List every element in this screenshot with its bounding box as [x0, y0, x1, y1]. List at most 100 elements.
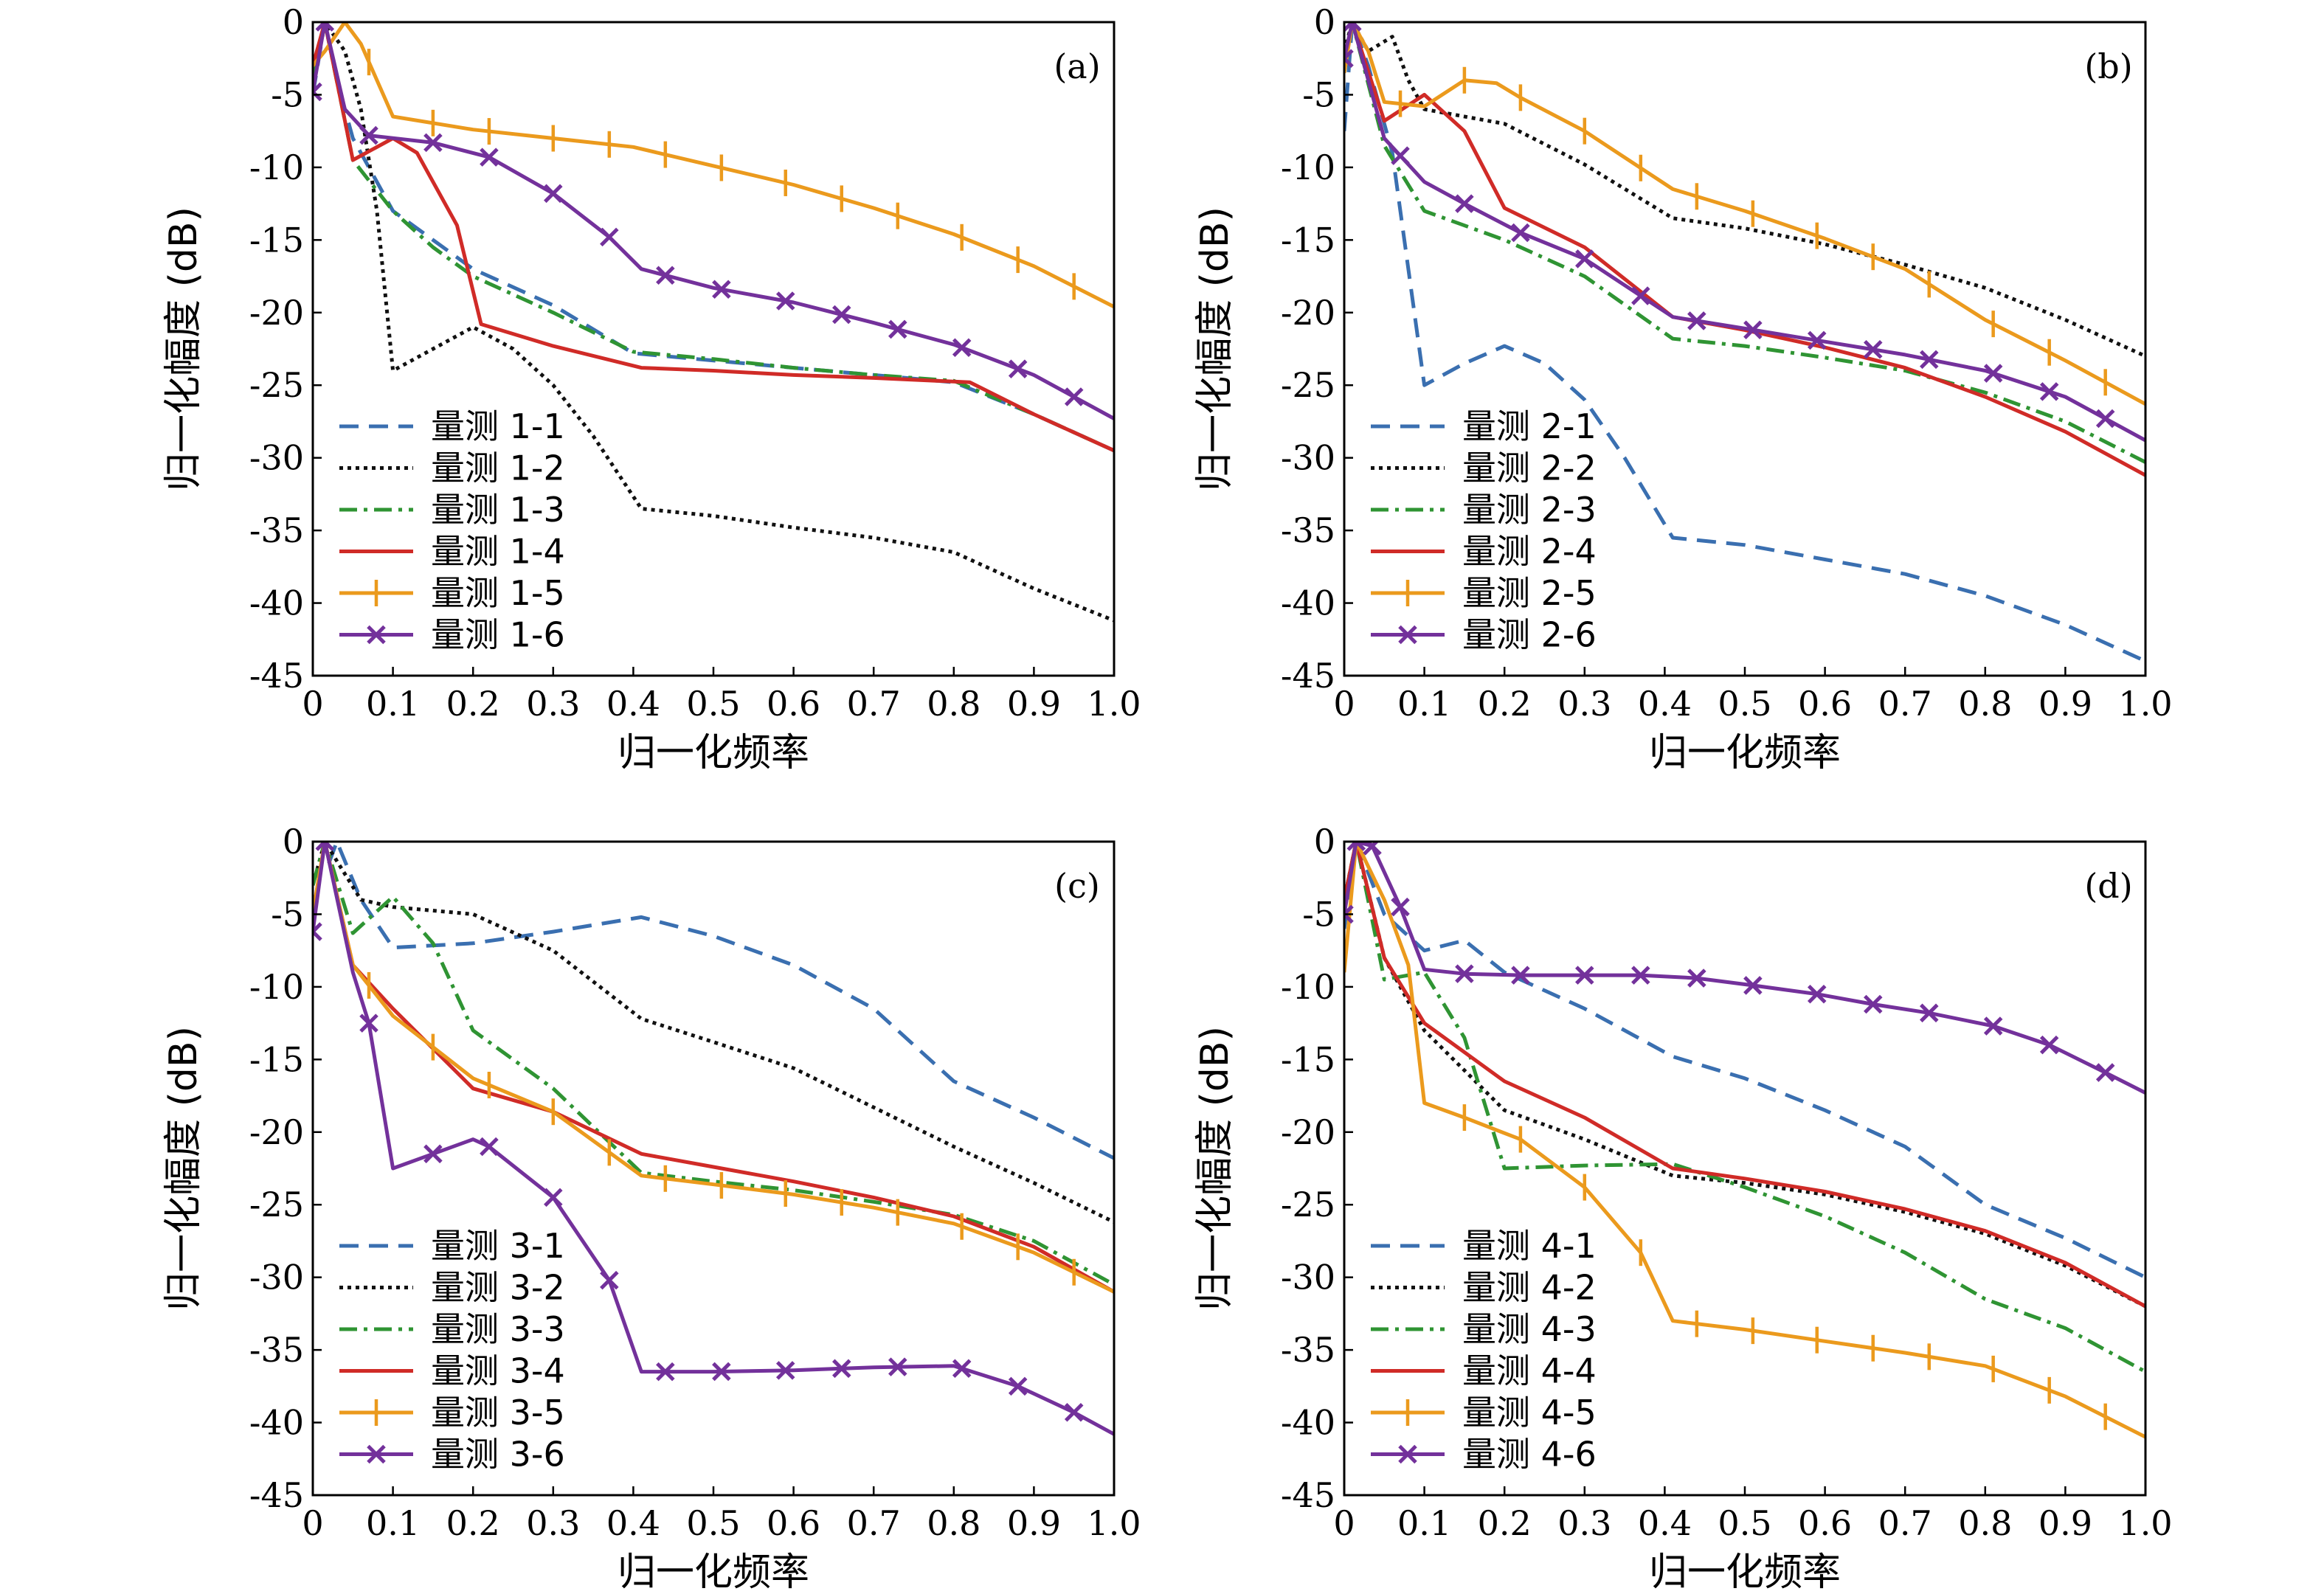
marker-stroke	[544, 1188, 563, 1207]
marker-stroke	[1363, 842, 1380, 856]
x-tick-label: 1.0	[2118, 684, 2172, 724]
marker-x-6-6	[544, 1188, 563, 1207]
legend-label: 量测 1-2	[431, 448, 565, 488]
marker-x-6-7	[600, 1270, 619, 1290]
marker-x-6-12	[1863, 994, 1883, 1014]
y-tick-label: -5	[271, 74, 304, 114]
marker-stroke	[1344, 55, 1354, 68]
x-tick-label: 0.4	[606, 684, 660, 724]
x-tick-label: 0.2	[446, 1503, 500, 1543]
y-tick-label: -10	[1281, 967, 1335, 1007]
marker-x-6-4	[1391, 897, 1410, 917]
x-tick-label: 0.7	[1878, 1503, 1932, 1543]
marker-stroke	[313, 82, 322, 95]
series-line-3	[313, 22, 1114, 453]
series-line-5	[313, 842, 1114, 1294]
marker-x-6-1	[1344, 904, 1354, 924]
x-tick-label: 0.9	[2038, 684, 2092, 724]
legend-label: 量测 2-1	[1462, 406, 1597, 446]
y-tick-label: -25	[249, 1185, 304, 1224]
marker-stroke	[315, 842, 328, 851]
marker-x-6-16	[2095, 1063, 2115, 1082]
marker-x-6-10	[1807, 330, 1827, 350]
series-line-5	[1344, 22, 2145, 406]
legend-label: 量测 1-3	[431, 490, 565, 530]
marker-x-6-8	[1631, 966, 1650, 985]
marker-x-6-5	[1511, 223, 1530, 243]
marker-x-6-14	[2039, 382, 2059, 401]
marker-stroke	[544, 184, 563, 204]
marker-stroke	[656, 1362, 675, 1382]
marker-stroke	[1743, 320, 1763, 339]
marker-x-6-6	[1511, 966, 1530, 985]
marker-stroke	[1391, 897, 1410, 917]
y-tick-label: -35	[249, 510, 304, 550]
marker-x-6-5	[480, 1137, 499, 1157]
x-tick-label: 0.5	[1718, 1503, 1771, 1543]
marker-stroke	[1807, 330, 1827, 350]
x-tick-label: 0.1	[1397, 684, 1451, 724]
x-tick-label: 0.3	[1557, 1503, 1611, 1543]
marker-x-6-6	[544, 184, 563, 204]
plot-area	[313, 842, 1114, 1436]
series-line-4	[313, 22, 1114, 453]
y-tick-label: -20	[249, 1112, 304, 1152]
legend-label: 量测 3-6	[431, 1435, 565, 1475]
marker-stroke	[2095, 1063, 2115, 1082]
marker-stroke	[600, 1270, 619, 1290]
legend-item-1: 量测 3-1	[339, 1226, 565, 1266]
legend-item-6: 量测 4-6	[1371, 1435, 1597, 1475]
marker-stroke	[831, 305, 851, 325]
series-line-1	[1344, 842, 2145, 1279]
marker-stroke	[480, 148, 499, 167]
y-tick-label: -30	[249, 1258, 304, 1297]
y-tick-label: -15	[249, 1039, 304, 1079]
marker-x-6-13	[952, 338, 972, 357]
legend-marker	[367, 625, 386, 645]
x-tick-label: 0.9	[1007, 1503, 1061, 1543]
x-axis-title: 归一化频率	[1649, 731, 1841, 775]
legend-item-4: 量测 1-4	[339, 532, 565, 572]
marker-stroke	[1511, 223, 1530, 243]
marker-x-6-9	[1743, 320, 1763, 339]
legend-label: 量测 4-5	[1462, 1393, 1597, 1432]
marker-stroke	[600, 227, 619, 247]
marker-stroke	[1687, 311, 1706, 330]
marker-x-6-14	[1983, 1016, 2003, 1036]
marker-stroke	[1631, 286, 1650, 305]
legend-item-6: 量测 3-6	[339, 1435, 565, 1475]
chart-panel-3: 0 0.1 0.2 0.3 0.4 0.5 0.6 0.7 0.8 0.9 1.0 0 -5 -10 -15…	[162, 822, 1141, 1594]
panel-label: (c)	[1054, 866, 1100, 906]
y-tick-label: -5	[1302, 894, 1335, 934]
series-line-5	[1344, 842, 2145, 1439]
x-tick-label: 0.2	[1478, 684, 1532, 724]
legend-item-4: 量测 4-4	[1371, 1351, 1597, 1391]
x-axis-title: 归一化频率	[618, 731, 809, 775]
y-axis-title: 归一化幅度 (dB)	[1193, 1026, 1237, 1311]
series-line-3	[313, 842, 1114, 1286]
legend-item-3: 量测 3-3	[339, 1309, 565, 1349]
marker-x-6-3	[1391, 146, 1410, 165]
x-tick-label: 1.0	[1087, 684, 1141, 724]
legend-label: 量测 4-6	[1462, 1435, 1597, 1475]
x-tick-label: 0.1	[366, 684, 420, 724]
marker-stroke	[1575, 249, 1594, 268]
marker-x-6-4	[1455, 194, 1474, 213]
x-tick-label: 0.8	[927, 684, 981, 724]
marker-x-6-5	[1455, 964, 1474, 983]
legend-label: 量测 4-2	[1462, 1268, 1597, 1308]
legend-label: 量测 4-3	[1462, 1309, 1597, 1349]
marker-stroke	[888, 319, 907, 339]
x-tick-label: 0.8	[1958, 684, 2012, 724]
series-line-2	[313, 842, 1114, 1224]
x-tick-label: 0	[302, 1503, 323, 1543]
marker-x-6-12	[888, 1357, 907, 1376]
y-axis-title: 归一化幅度 (dB)	[1193, 207, 1237, 491]
legend-label: 量测 3-4	[431, 1351, 565, 1391]
marker-stroke	[775, 1361, 795, 1380]
legend-label: 量测 4-4	[1462, 1351, 1597, 1391]
chart-panel-1: 0 0.1 0.2 0.3 0.4 0.5 0.6 0.7 0.8 0.9 1.0 0 -5 -10 -15…	[162, 2, 1141, 775]
marker-stroke	[313, 922, 322, 935]
marker-stroke	[1511, 966, 1530, 985]
x-tick-label: 0.5	[686, 1503, 740, 1543]
